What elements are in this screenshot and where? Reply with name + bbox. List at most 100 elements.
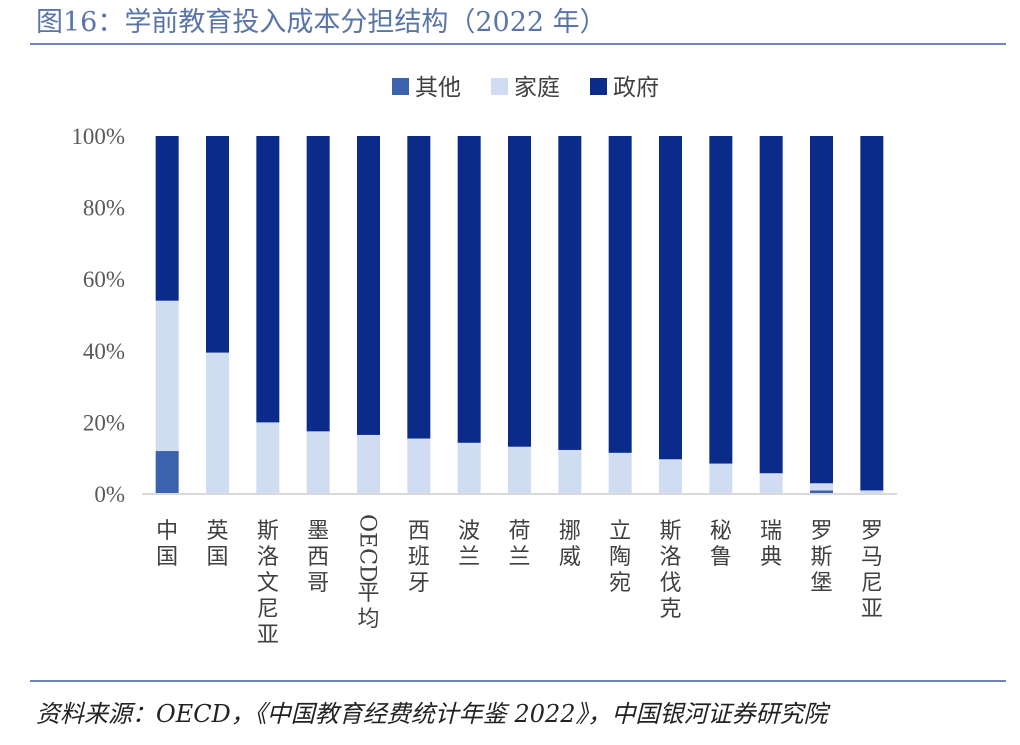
bar-segment-政府-秘鲁 [709, 136, 733, 464]
bar-segment-其他-罗斯堡 [810, 490, 833, 494]
source-note: 资料来源：OECD，《中国教育经费统计年鉴 2022》，中国银河证券研究院 [36, 700, 828, 728]
bars [155, 136, 884, 494]
x-category-label: 西班牙 [408, 519, 430, 596]
bar-segment-政府-英国 [206, 136, 229, 353]
bar-segment-政府-立陶宛 [608, 136, 632, 453]
bar-segment-家庭-罗斯堡 [810, 483, 833, 491]
x-category-label: 英国 [206, 519, 228, 570]
svg-text:兰: 兰 [458, 545, 480, 570]
svg-text:兰: 兰 [508, 545, 530, 570]
svg-text:哥: 哥 [307, 571, 329, 596]
svg-text:立: 立 [609, 519, 631, 544]
x-category-label: 墨西哥 [307, 519, 329, 596]
svg-text:平: 平 [357, 581, 379, 606]
svg-text:罗: 罗 [810, 519, 832, 544]
y-tick-label: 100% [71, 124, 125, 149]
legend-swatch-其他 [392, 78, 409, 95]
x-category-label: 罗斯堡 [810, 519, 832, 596]
bar-segment-家庭-斯洛伐克 [659, 459, 682, 494]
svg-text:洛: 洛 [257, 545, 279, 570]
bar-segment-家庭-中国 [155, 300, 179, 452]
svg-text:宛: 宛 [609, 571, 631, 596]
top-rule [30, 43, 1006, 45]
svg-text:班: 班 [408, 545, 430, 570]
bar-segment-家庭-波兰 [457, 442, 481, 494]
bar-segment-家庭-斯洛文尼亚 [256, 422, 280, 494]
svg-text:OECD: OECD [355, 514, 380, 583]
svg-text:中: 中 [156, 519, 178, 544]
bar-segment-政府-罗斯堡 [810, 136, 833, 484]
bar-segment-家庭-墨西哥 [306, 431, 330, 494]
legend: 其他 家庭 政府 [392, 75, 659, 101]
bar-segment-政府-西班牙 [407, 136, 431, 439]
svg-text:斯: 斯 [257, 519, 279, 544]
bar-segment-政府-荷兰 [508, 136, 531, 447]
x-category-label: 挪威 [559, 519, 581, 570]
svg-text:陶: 陶 [609, 545, 631, 570]
bar-segment-政府-中国 [155, 136, 179, 301]
svg-text:斯: 斯 [810, 545, 832, 570]
svg-text:挪: 挪 [559, 519, 581, 544]
bar-segment-家庭-挪威 [558, 449, 582, 494]
svg-text:鲁: 鲁 [710, 545, 732, 570]
svg-text:文: 文 [257, 571, 279, 596]
bottom-rule [30, 680, 1006, 682]
bar-segment-政府-斯洛文尼亚 [256, 136, 280, 423]
x-axis: 中国英国斯洛文尼亚墨西哥OECD平均西班牙波兰荷兰挪威立陶宛斯洛伐克秘鲁瑞典罗斯… [142, 493, 897, 648]
svg-text:尼: 尼 [257, 597, 279, 622]
bar-segment-政府-瑞典 [759, 136, 783, 474]
svg-text:亚: 亚 [257, 623, 279, 648]
svg-text:马: 马 [861, 545, 883, 570]
y-axis: 0% 20% 40% 60% 80% 100% [71, 124, 125, 507]
svg-text:瑞: 瑞 [760, 519, 782, 544]
svg-text:英: 英 [206, 519, 228, 544]
svg-text:均: 均 [357, 607, 379, 632]
bar-segment-家庭-立陶宛 [608, 452, 632, 494]
bar-segment-政府-墨西哥 [306, 136, 330, 432]
y-tick-label: 60% [83, 267, 125, 292]
bar-segment-家庭-英国 [206, 352, 229, 494]
bar-segment-政府-波兰 [457, 136, 481, 443]
svg-text:亚: 亚 [861, 597, 883, 622]
x-category-label: 中国 [156, 519, 178, 570]
y-tick-label: 20% [83, 410, 125, 435]
svg-text:克: 克 [659, 597, 681, 622]
bar-segment-政府-罗马尼亚 [860, 136, 884, 491]
svg-text:国: 国 [206, 545, 228, 570]
svg-text:西: 西 [408, 519, 430, 544]
svg-text:墨: 墨 [307, 519, 329, 544]
bar-segment-其他-中国 [155, 451, 179, 494]
bar-segment-家庭-罗马尼亚 [860, 490, 884, 494]
bar-segment-政府-斯洛伐克 [659, 136, 682, 460]
bar-segment-政府-OECD 平均 [357, 136, 380, 435]
svg-text:荷: 荷 [508, 519, 530, 544]
bar-segment-家庭-秘鲁 [709, 463, 733, 494]
y-tick-label: 40% [83, 339, 125, 364]
legend-swatch-政府 [590, 78, 607, 95]
bar-segment-家庭-西班牙 [407, 438, 431, 494]
svg-text:堡: 堡 [810, 571, 832, 596]
svg-text:威: 威 [559, 545, 581, 570]
svg-text:尼: 尼 [861, 571, 883, 596]
svg-text:西: 西 [307, 545, 329, 570]
svg-text:秘: 秘 [710, 519, 732, 544]
svg-text:罗: 罗 [861, 519, 883, 544]
bar-segment-家庭-OECD 平均 [357, 434, 380, 494]
bar-segment-政府-挪威 [558, 136, 582, 450]
legend-label-家庭: 家庭 [514, 75, 560, 101]
x-category-label: 荷兰 [508, 519, 530, 570]
svg-text:牙: 牙 [408, 571, 430, 596]
svg-text:波: 波 [458, 519, 480, 544]
bar-segment-家庭-瑞典 [759, 473, 783, 494]
svg-text:国: 国 [156, 545, 178, 570]
svg-text:斯: 斯 [659, 519, 681, 544]
x-category-label: 立陶宛 [609, 519, 631, 596]
svg-text:洛: 洛 [659, 545, 681, 570]
svg-text:典: 典 [760, 545, 782, 570]
legend-label-政府: 政府 [613, 75, 659, 101]
